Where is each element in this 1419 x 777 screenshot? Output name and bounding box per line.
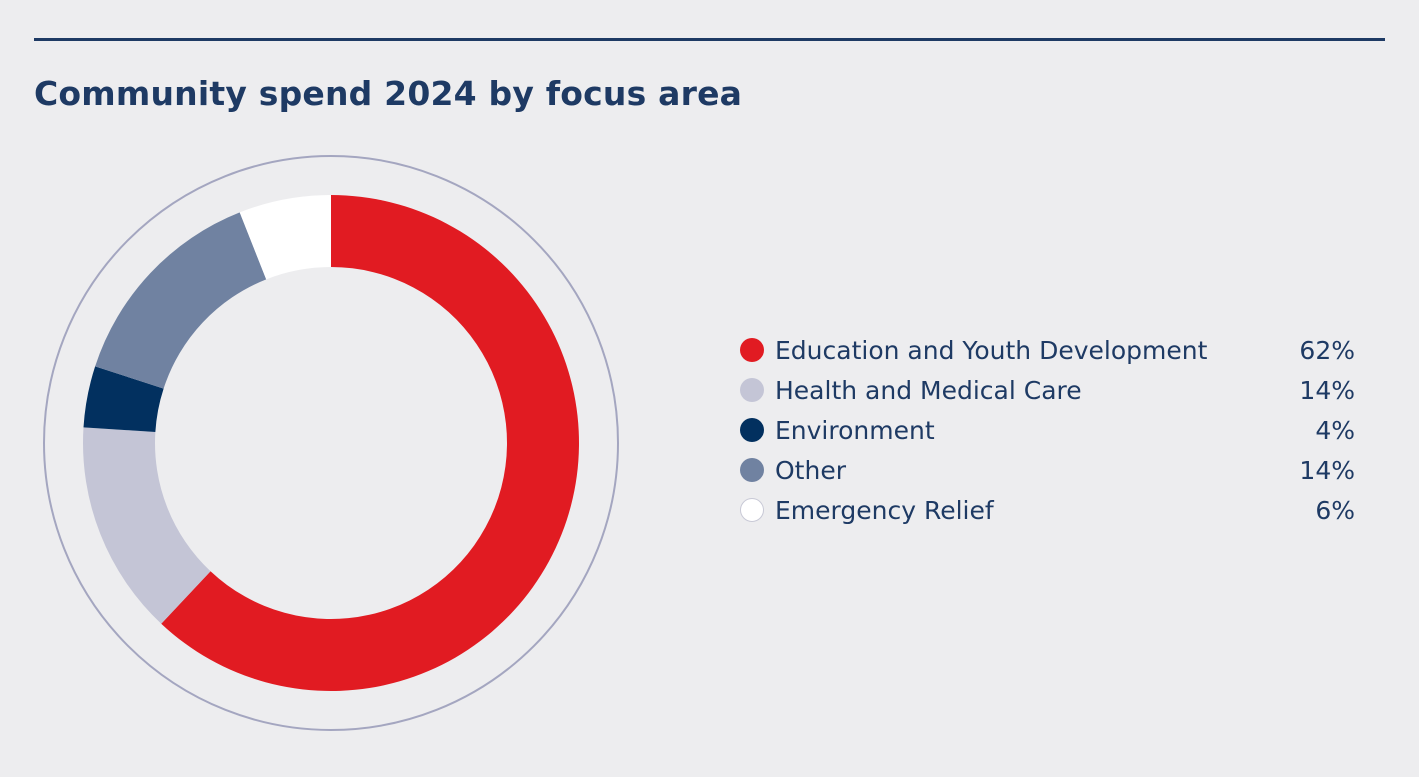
- slice-environment: [83, 366, 164, 432]
- legend-item-health-and-medical-care: Health and Medical Care 14%: [740, 370, 1355, 410]
- legend-value: 62%: [1299, 335, 1355, 365]
- legend-swatch: [740, 418, 764, 442]
- slice-other: [95, 212, 267, 389]
- legend-item-education-and-youth-development: Education and Youth Development 62%: [740, 330, 1355, 370]
- legend-value: 4%: [1315, 415, 1355, 445]
- legend-item-environment: Environment 4%: [740, 410, 1355, 450]
- donut-slices: [82, 195, 579, 691]
- legend-label: Other: [775, 455, 846, 485]
- legend-item-emergency-relief: Emergency Relief 6%: [740, 490, 1355, 530]
- legend: Education and Youth Development 62% Health…: [740, 330, 1355, 530]
- top-rule: [34, 38, 1385, 41]
- slice-emergency-relief: [239, 195, 331, 280]
- legend-item-other: Other 14%: [740, 450, 1355, 490]
- legend-label: Environment: [775, 415, 935, 445]
- legend-swatch: [740, 498, 764, 522]
- legend-value: 6%: [1315, 495, 1355, 525]
- legend-swatch: [740, 458, 764, 482]
- outer-ring: [43, 155, 619, 731]
- legend-label: Emergency Relief: [775, 495, 994, 525]
- slice-education-and-youth-development: [161, 195, 579, 691]
- slice-health-and-medical-care: [82, 427, 211, 624]
- chart-title: Community spend 2024 by focus area: [34, 74, 743, 113]
- legend-value: 14%: [1299, 375, 1355, 405]
- legend-swatch: [740, 338, 764, 362]
- legend-label: Health and Medical Care: [775, 375, 1082, 405]
- legend-value: 14%: [1299, 455, 1355, 485]
- legend-label: Education and Youth Development: [775, 335, 1208, 365]
- donut-chart: [43, 155, 619, 731]
- legend-swatch: [740, 378, 764, 402]
